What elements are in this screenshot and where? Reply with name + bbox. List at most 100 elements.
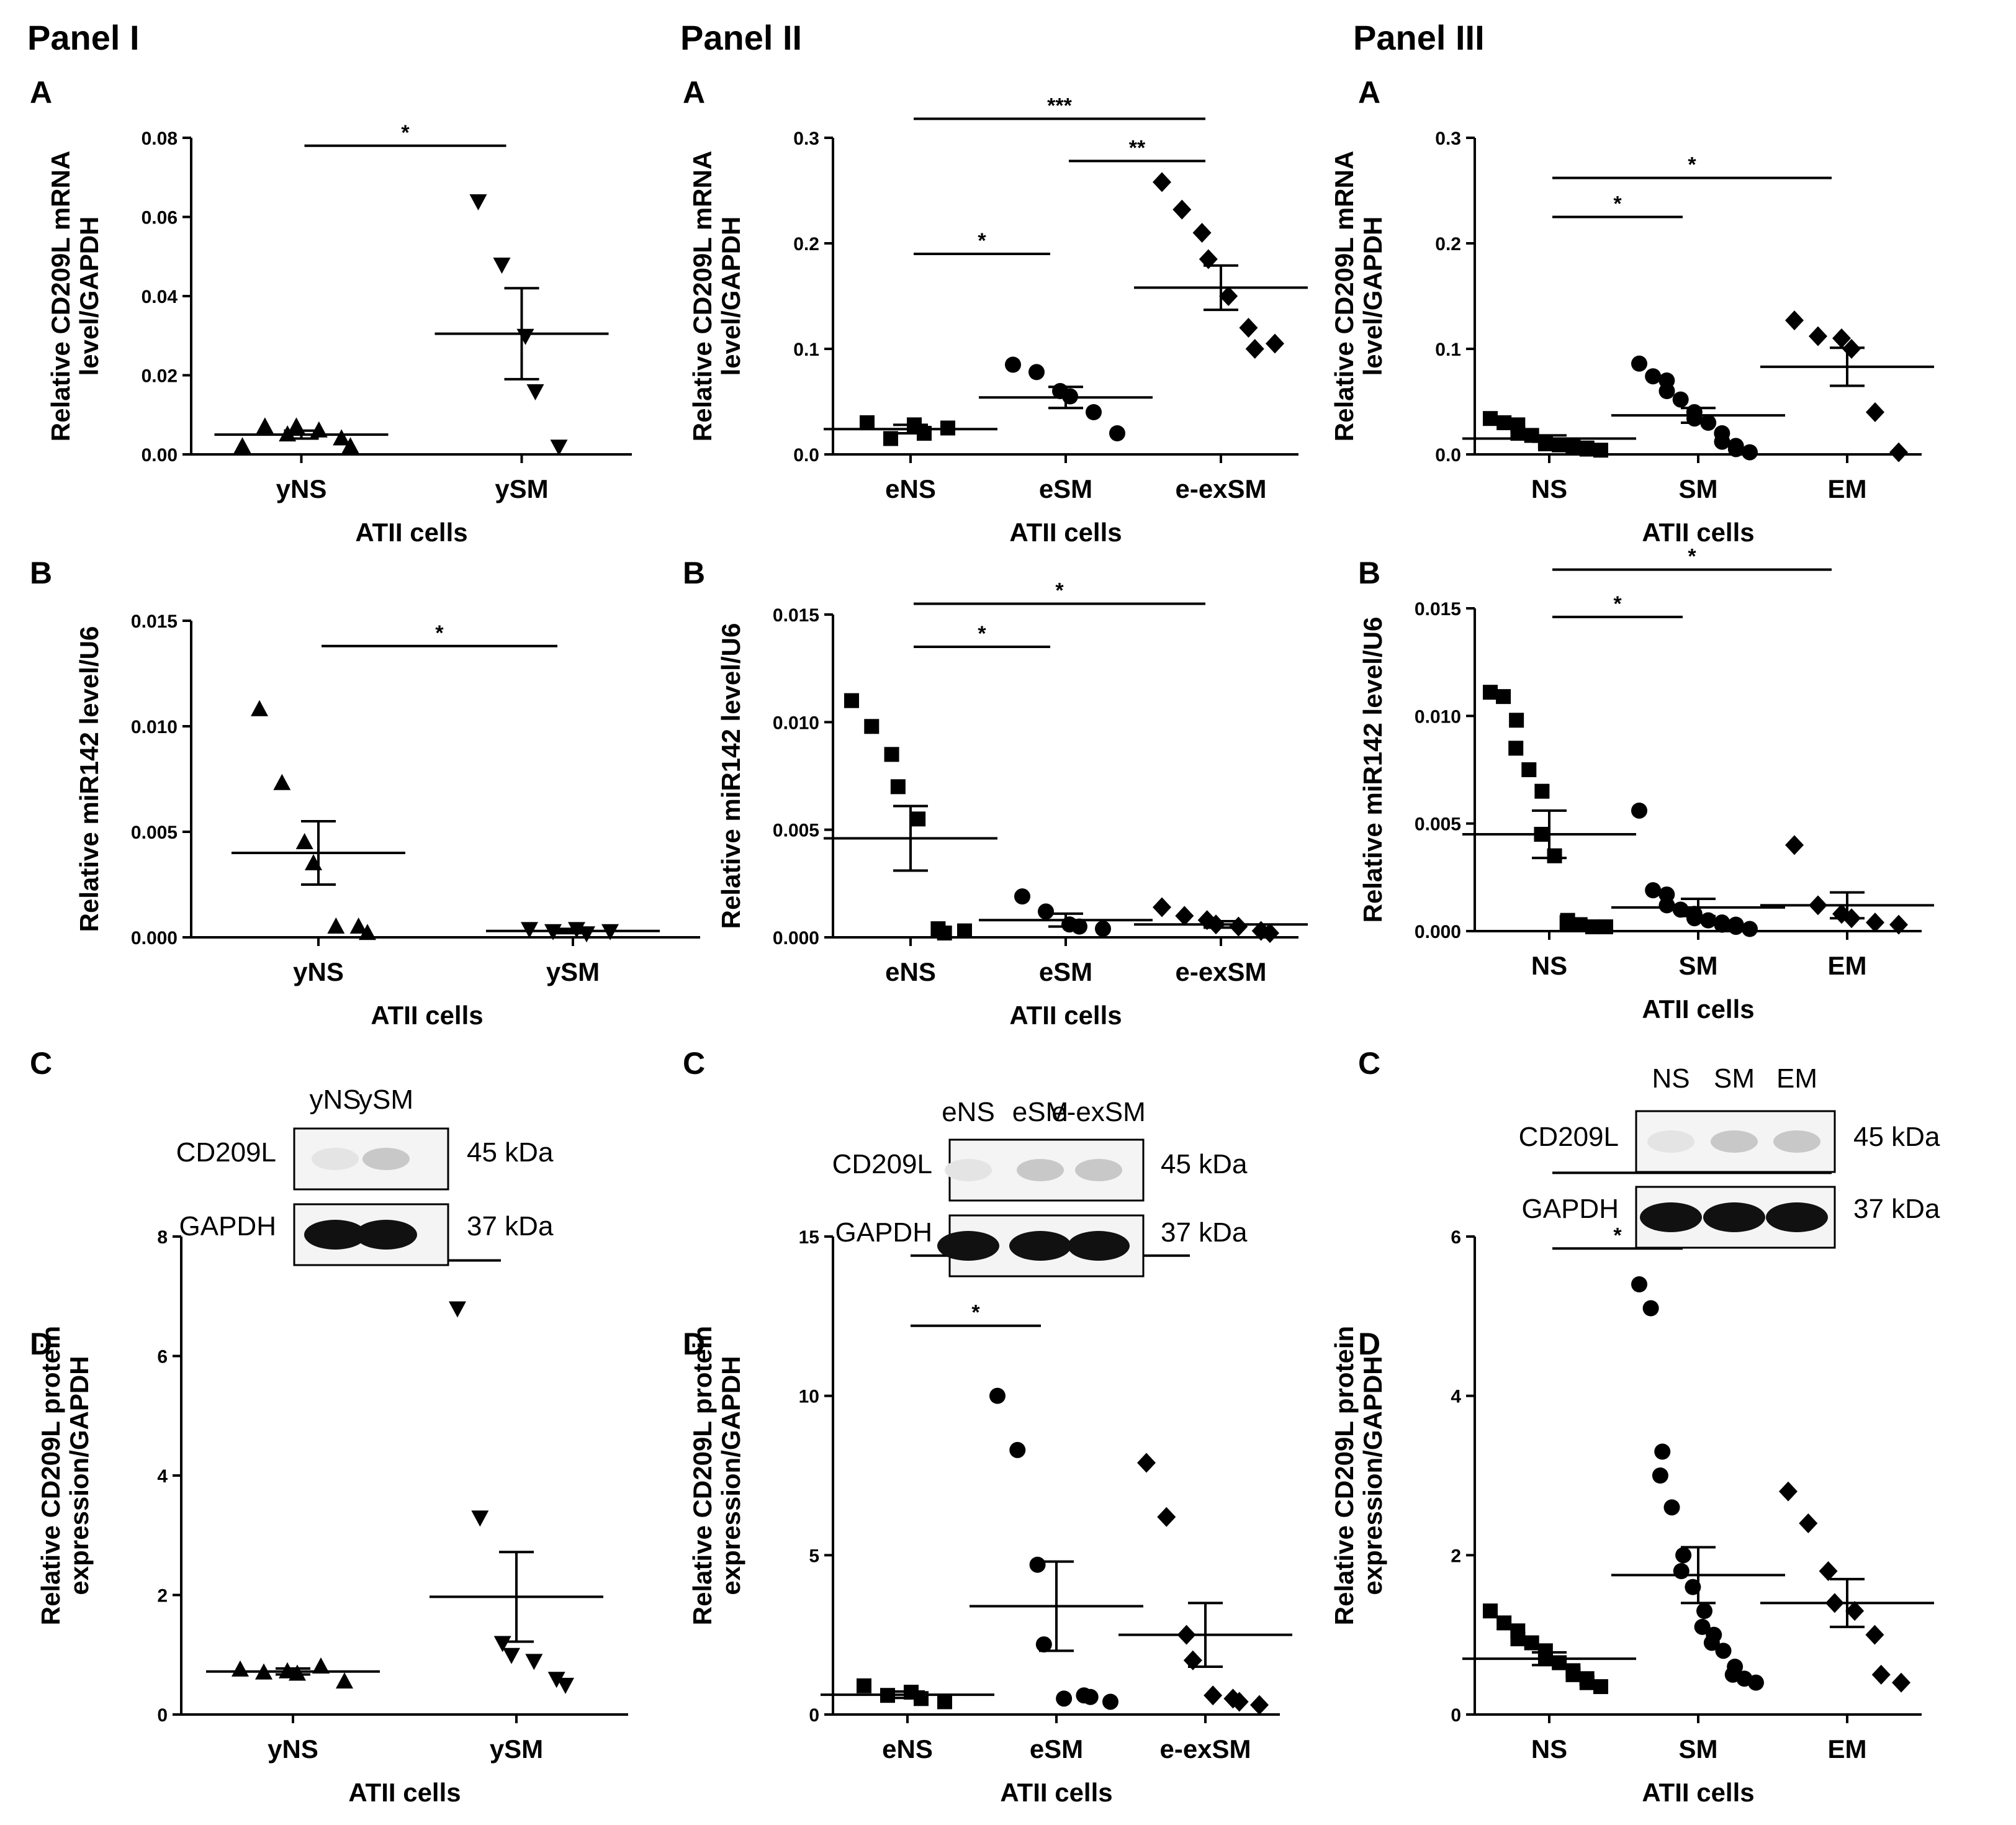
- significance-stars: ***: [1047, 94, 1072, 117]
- data-point: [256, 417, 274, 434]
- y-tick-label: 0.3: [793, 128, 819, 149]
- data-point: [1889, 442, 1908, 462]
- data-point: [1871, 1664, 1891, 1685]
- blot-row-label: GAPDH: [179, 1211, 276, 1241]
- y-tick-label: 0.005: [773, 821, 819, 841]
- data-point: [1696, 1603, 1712, 1620]
- data-point: [493, 258, 511, 274]
- blot-row-label: CD209L: [176, 1137, 276, 1168]
- data-point: [1892, 1672, 1910, 1693]
- blot-band: [1773, 1130, 1820, 1153]
- blot-band: [1766, 1202, 1828, 1232]
- data-point: [1631, 802, 1647, 819]
- data-point: [1685, 1579, 1701, 1595]
- data-point: [1250, 1695, 1269, 1715]
- chart-IA: A 0.00 0.02 0.04 0.06 0.08 yNS ySM ATII cells Rel…: [30, 75, 632, 547]
- data-point: [1245, 339, 1264, 359]
- data-point: [1703, 1634, 1720, 1651]
- y-tick-label: 4: [157, 1466, 168, 1487]
- data-point: [493, 1636, 511, 1652]
- y-tick-label: 0.005: [131, 822, 178, 843]
- data-point: [1673, 1563, 1690, 1579]
- y-tick-label: 0.015: [773, 605, 819, 626]
- y-tick-label: 0.005: [1415, 814, 1461, 835]
- data-point: [333, 429, 351, 446]
- y-tick-label: 8: [157, 1227, 168, 1248]
- blot-band: [355, 1220, 417, 1250]
- data-point: [1082, 1688, 1099, 1705]
- y-tick-label: 0.015: [1415, 599, 1461, 620]
- data-point: [1686, 910, 1703, 927]
- y-tick-label: 0.02: [142, 366, 178, 387]
- significance-stars: *: [1688, 153, 1696, 177]
- data-point: [1192, 223, 1212, 243]
- data-point: [1496, 415, 1512, 430]
- y-tick-label: 0.08: [142, 128, 178, 149]
- data-point: [1694, 1618, 1711, 1635]
- kda-label: 45 kDa: [1161, 1149, 1248, 1179]
- data-point: [1727, 919, 1744, 935]
- significance-stars: *: [1613, 192, 1622, 216]
- data-point: [1672, 391, 1689, 408]
- data-point: [857, 1678, 871, 1693]
- data-point: [844, 693, 859, 708]
- x-tick-label: SM: [1679, 1734, 1718, 1764]
- panel-letter: B: [1358, 556, 1380, 590]
- chart-IB: B 0.000 0.005 0.010 0.015 yNS ySM ATII cells Rel…: [30, 556, 700, 1030]
- panel-letter: C: [683, 1046, 705, 1081]
- data-point: [1631, 1276, 1647, 1292]
- data-point: [469, 194, 487, 210]
- blot-band: [945, 1159, 992, 1181]
- panel-letter: A: [30, 75, 52, 110]
- x-tick-label: SM: [1679, 951, 1718, 980]
- data-point: [1109, 425, 1125, 441]
- y-tick-label: 0: [809, 1705, 819, 1726]
- data-point: [937, 926, 952, 941]
- x-tick-label: eSM: [1030, 1734, 1083, 1764]
- data-point: [937, 1694, 952, 1710]
- data-point: [1748, 1674, 1764, 1691]
- data-point: [232, 1660, 249, 1677]
- data-point: [1642, 1300, 1659, 1317]
- panel-letter: A: [683, 75, 705, 110]
- data-point: [890, 779, 906, 795]
- x-tick-label: EM: [1828, 951, 1867, 980]
- data-point: [1799, 1513, 1818, 1533]
- data-point: [1552, 437, 1567, 453]
- y-axis-title: level/GAPDH: [74, 217, 104, 376]
- y-tick-label: 0.2: [793, 234, 819, 255]
- data-point: [295, 833, 313, 849]
- blot-band: [1009, 1231, 1071, 1261]
- blot-band: [1017, 1159, 1064, 1181]
- data-point: [359, 924, 376, 940]
- data-point: [550, 439, 568, 456]
- data-point: [1102, 1693, 1118, 1710]
- x-tick-label: EM: [1828, 1734, 1867, 1764]
- data-point: [312, 1657, 330, 1674]
- panel-title-1: Panel I: [27, 18, 140, 57]
- x-tick-label: ySM: [546, 957, 600, 986]
- y-tick-label: 0.010: [773, 713, 819, 733]
- blot-band: [1703, 1202, 1765, 1232]
- data-point: [1579, 1675, 1595, 1690]
- blot-band: [1640, 1202, 1702, 1232]
- data-point: [1521, 762, 1537, 777]
- data-point: [1219, 286, 1238, 306]
- data-point: [1866, 912, 1884, 933]
- blot-band: [362, 1148, 410, 1170]
- data-point: [989, 1387, 1006, 1404]
- y-axis-title: Relative CD209L protein: [1330, 1326, 1359, 1625]
- y-axis-title: Relative miR142 level/U6: [716, 623, 745, 929]
- data-point: [1645, 368, 1662, 385]
- data-point: [1483, 685, 1498, 700]
- y-tick-label: 0.1: [1435, 340, 1461, 360]
- data-point: [1598, 919, 1613, 935]
- y-axis-title: Relative miR142 level/U6: [1358, 617, 1387, 923]
- y-tick-label: 10: [799, 1387, 819, 1407]
- x-tick-label: yNS: [268, 1734, 318, 1764]
- lane-label: NS: [1652, 1063, 1690, 1094]
- lane-label: eSM: [1012, 1097, 1068, 1127]
- significance-stars: *: [1613, 1223, 1622, 1247]
- significance-stars: *: [1688, 545, 1696, 569]
